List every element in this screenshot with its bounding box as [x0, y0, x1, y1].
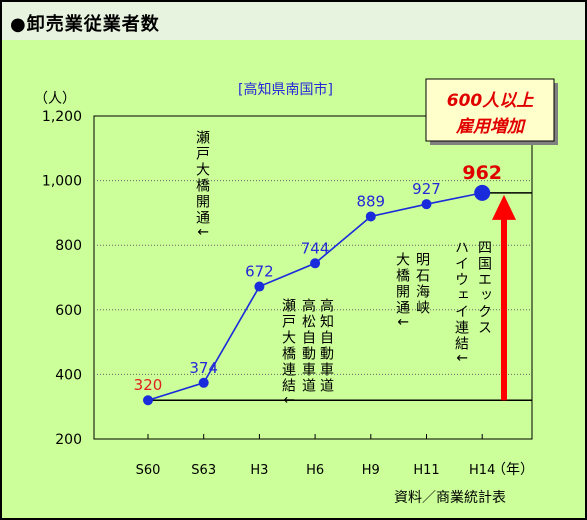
annotation-seto-ohashi: 瀬戸大橋開通↓	[194, 130, 210, 240]
y-tick-label: 1,200	[42, 109, 82, 125]
data-label: 889	[356, 192, 385, 210]
data-point	[421, 199, 432, 210]
growth-arrow	[492, 194, 516, 401]
annotation-kochi-expressway: 高知自動車道 高松自動車道 瀬戸大橋連結↓	[280, 297, 334, 407]
page-title: ●卸売業従業者数	[10, 14, 160, 35]
data-label: 672	[245, 263, 274, 281]
x-tick-labels: S60 S63 H3 H6 H9 H11 H14	[136, 434, 495, 478]
data-points	[143, 184, 491, 406]
data-labels: 320 374 672 744 889 927 962	[134, 162, 502, 394]
annotation-text: 瀬戸大橋連結↓	[280, 298, 296, 408]
data-label: 374	[189, 359, 218, 377]
data-point	[310, 258, 321, 269]
annotation-text: ハイウェイ連結↓	[453, 240, 469, 366]
callout-line-2: 雇用増加	[455, 117, 526, 137]
data-point	[143, 395, 153, 406]
callout-box: 600人以上 雇用増加	[425, 78, 558, 145]
x-tick-label: H6	[306, 463, 324, 478]
x-axis-unit: （年）	[492, 462, 534, 478]
x-tick-label: S60	[136, 463, 161, 478]
x-tick-label: H14	[469, 463, 495, 478]
annotation-text: 大橋開通↓	[394, 252, 410, 330]
data-point	[474, 184, 491, 201]
data-point	[198, 377, 209, 388]
annotation-text: 高松自動車道	[300, 297, 316, 394]
arrow-head	[492, 194, 516, 220]
annotation-text: 四国エックス	[476, 240, 492, 336]
data-label: 962	[462, 162, 502, 184]
data-label: 927	[412, 180, 441, 198]
callout-background	[425, 78, 555, 142]
annotation-text: 瀬戸大橋開通↓	[194, 130, 210, 240]
plot-area	[93, 115, 533, 440]
data-point	[254, 281, 265, 292]
y-tick-label: 1,000	[42, 174, 82, 190]
data-label: 320	[134, 376, 163, 394]
chart-subtitle: [高知県南国市]	[238, 81, 333, 98]
annotation-text: 明石海峡	[414, 252, 430, 316]
source-note: 資料／商業統計表	[394, 490, 506, 506]
grid-lines	[94, 180, 532, 375]
y-tick-labels: 1,200 1,000 800 600 400 200	[42, 109, 82, 448]
annotation-text: 高知自動車道	[318, 297, 334, 394]
arrow-shaft	[501, 218, 507, 401]
y-tick-label: 400	[55, 367, 82, 383]
x-tick-label: H9	[362, 463, 380, 478]
annotation-shikoku-x: 四国エックス ハイウェイ連結↓	[453, 240, 492, 366]
y-tick-label: 200	[55, 432, 82, 448]
y-tick-label: 800	[55, 238, 82, 254]
annotation-akashi: 明石海峡 大橋開通↓	[394, 252, 430, 330]
x-tick-label: H11	[413, 463, 439, 478]
title-bar: ●卸売業従業者数	[2, 2, 585, 40]
callout-line-1: 600人以上	[447, 91, 534, 111]
data-label: 744	[301, 239, 330, 257]
x-tick-label: S63	[191, 463, 216, 478]
y-tick-label: 600	[55, 303, 82, 319]
reference-lines	[148, 192, 532, 401]
data-point	[365, 211, 376, 222]
y-axis-unit: （人）	[34, 91, 76, 107]
x-tick-label: H3	[250, 463, 268, 478]
